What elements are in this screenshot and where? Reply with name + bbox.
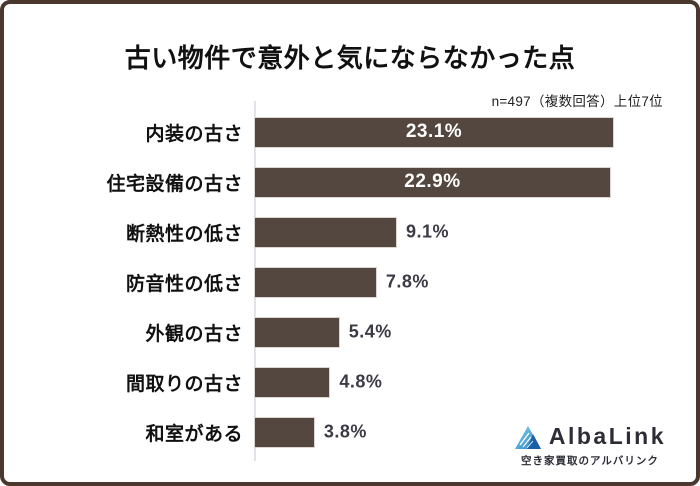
bar	[255, 317, 339, 347]
bar-track: 3.8%	[255, 417, 613, 447]
bar-track: 5.4%	[255, 317, 613, 347]
category-label: 内装の古さ	[145, 123, 243, 145]
albalink-logo: AlbaLink 空き家買取のアルバリンク	[514, 423, 666, 468]
bar-row: 住宅設備の古さ 22.9%	[4, 157, 696, 207]
category-label: 和室がある	[145, 423, 243, 445]
bar-track: 4.8%	[255, 367, 613, 397]
value-label: 22.9%	[404, 171, 461, 192]
value-label: 9.1%	[406, 221, 450, 242]
bar-track: 22.9%	[255, 167, 613, 197]
bar-row: 外観の古さ 5.4%	[4, 307, 696, 357]
bar-track: 9.1%	[255, 217, 613, 247]
bar-track: 23.1%	[255, 117, 613, 147]
logo-wordmark: AlbaLink	[548, 423, 666, 449]
bar: 22.9%	[255, 167, 610, 197]
value-label: 4.8%	[339, 371, 383, 392]
bar-row: 間取りの古さ 4.8%	[4, 357, 696, 407]
bar	[255, 417, 314, 447]
value-label: 23.1%	[405, 121, 463, 142]
logo-row: AlbaLink	[514, 423, 666, 450]
bar	[255, 217, 397, 247]
bar-rows: 内装の古さ 23.1% 住宅設備の古さ 22.9% 断熱性の低さ 9.1% 防音性の低さ 7.…	[4, 107, 696, 457]
albalink-mountain-icon	[514, 425, 541, 449]
bar	[255, 367, 330, 397]
bar: 23.1%	[255, 117, 613, 147]
category-label: 断熱性の低さ	[125, 223, 243, 245]
bar-row: 防音性の低さ 7.8%	[4, 257, 696, 307]
bar-row: 和室がある 3.8%	[4, 407, 696, 457]
category-label: 住宅設備の古さ	[106, 173, 243, 195]
logo-tagline: 空き家買取のアルバリンク	[520, 455, 659, 467]
category-label: 防音性の低さ	[125, 273, 243, 295]
chart-title: 古い物件で意外と気にならなかった点	[124, 43, 576, 73]
value-label: 7.8%	[385, 271, 429, 292]
category-label: 間取りの古さ	[125, 373, 243, 395]
category-label: 外観の古さ	[145, 323, 243, 345]
sample-size-note: n=497（複数回答）上位7位	[491, 94, 663, 109]
bar-track: 7.8%	[255, 267, 613, 297]
value-label: 3.8%	[323, 421, 367, 442]
horizontal-bar-chart: 内装の古さ 23.1% 住宅設備の古さ 22.9% 断熱性の低さ 9.1% 防音性の低さ 7.…	[4, 101, 696, 461]
bar-row: 内装の古さ 23.1%	[4, 107, 696, 157]
value-label: 5.4%	[348, 321, 392, 342]
bar-row: 断熱性の低さ 9.1%	[4, 207, 696, 257]
bar	[255, 267, 376, 297]
